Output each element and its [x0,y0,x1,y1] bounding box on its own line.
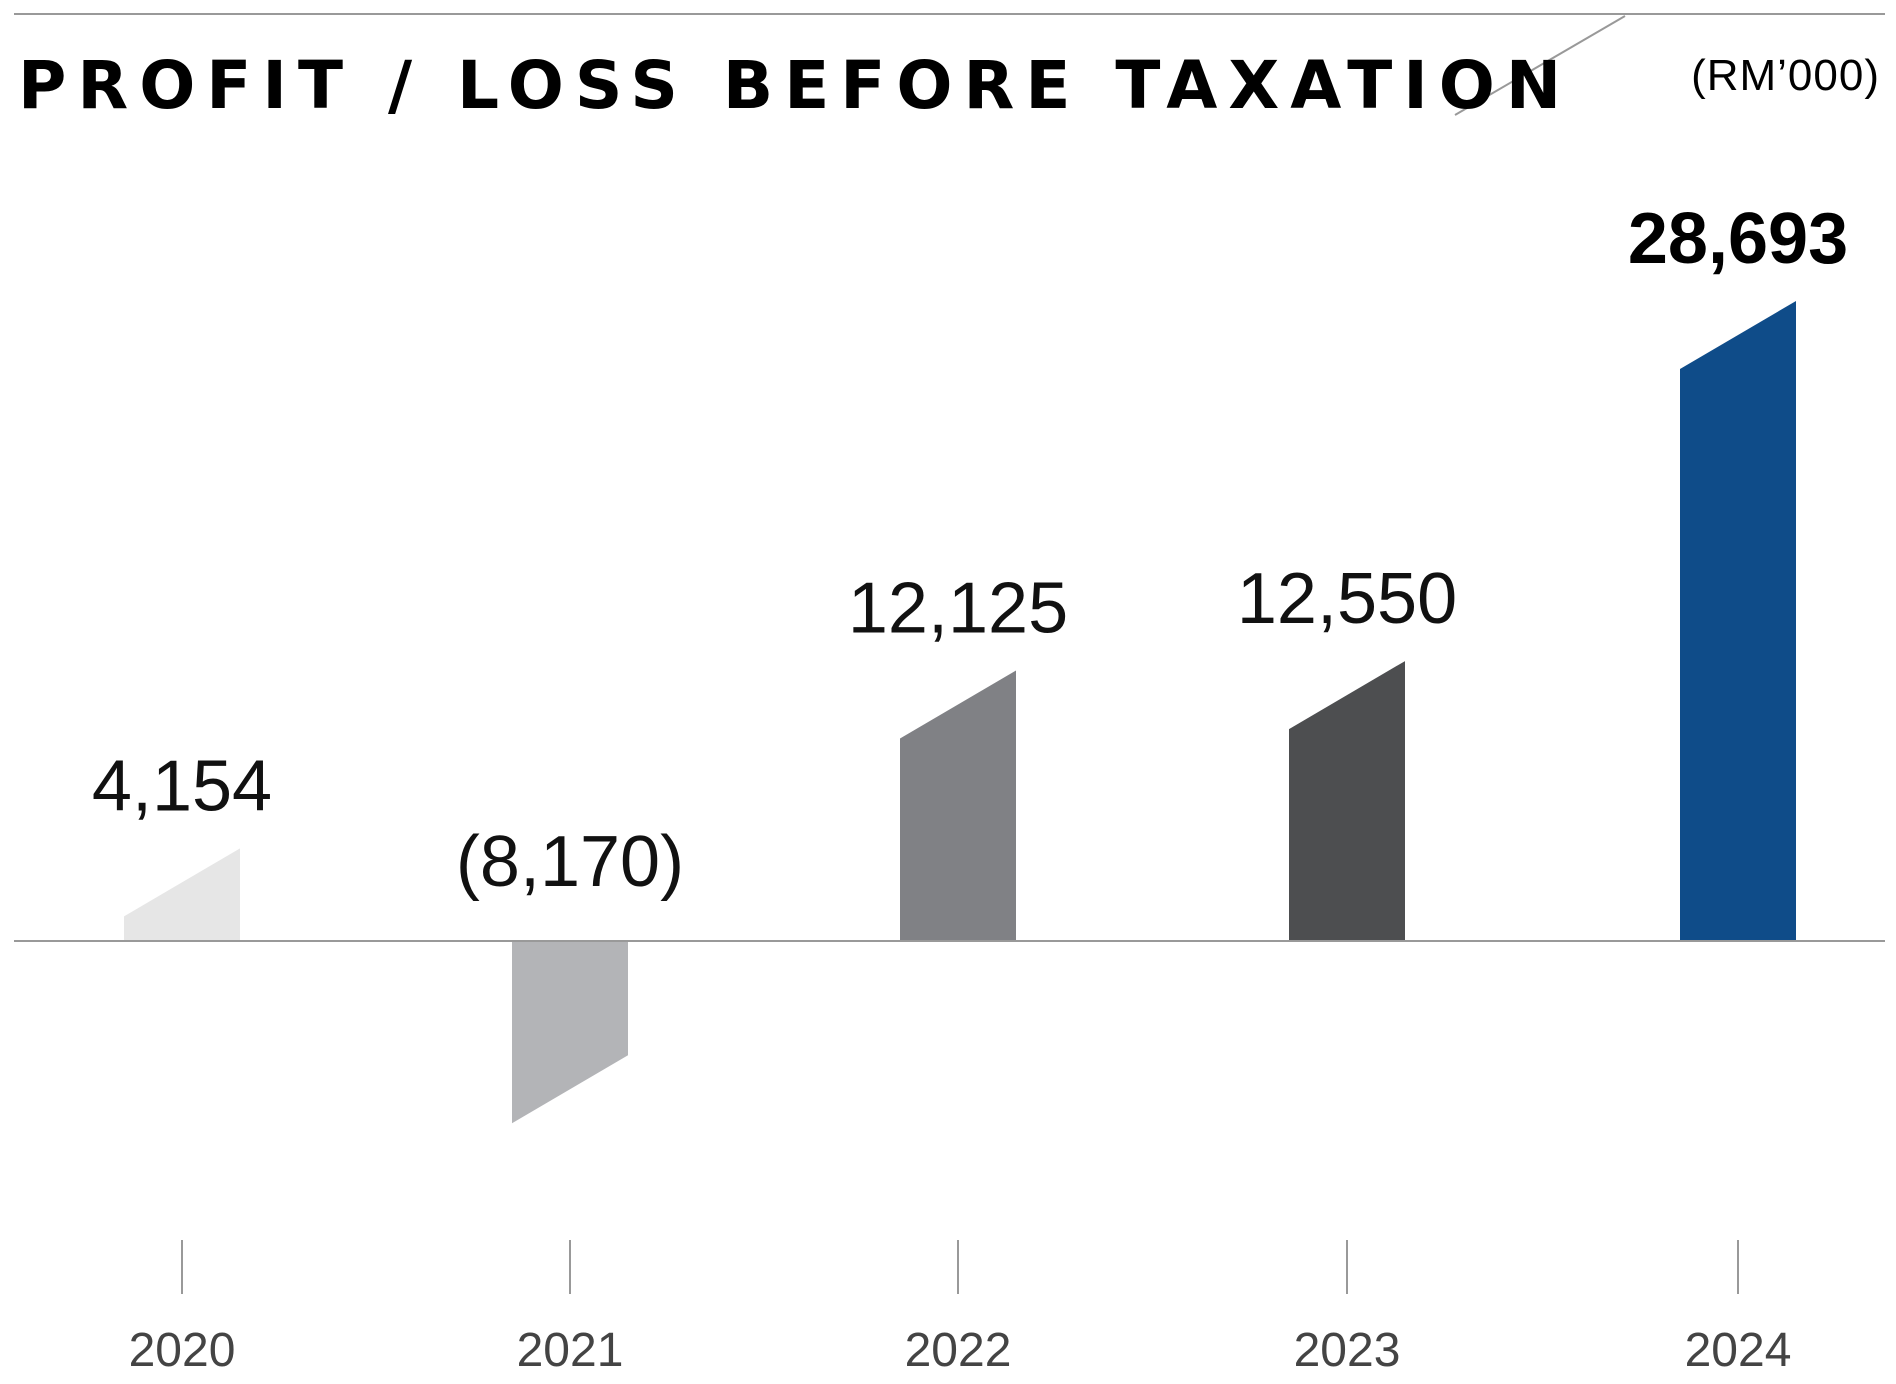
x-tick-label-2020: 2020 [129,1324,236,1377]
labels-layer: 4,154 (8,170) 12,125 12,550 28,693 [92,199,1848,902]
value-label-2020: 4,154 [92,746,272,826]
bar-2023 [1289,661,1405,941]
x-tick-label-2023: 2023 [1294,1324,1401,1377]
bars-layer [124,301,1796,1124]
value-label-2022: 12,125 [848,569,1068,649]
value-label-2021: (8,170) [456,822,684,902]
x-tick-label-2022: 2022 [905,1324,1012,1377]
bar-2024 [1680,301,1796,941]
x-axis-ticks: 2020 2021 2022 2023 2024 [129,1240,1792,1377]
x-tick-label-2021: 2021 [517,1324,624,1377]
value-label-2024: 28,693 [1628,199,1848,279]
title-diagonal-line [1454,15,1626,116]
bar-2020 [124,848,240,941]
bar-2021 [512,941,628,1124]
x-tick-label-2024: 2024 [1685,1324,1792,1377]
unit-label: (RM’000) [1691,51,1880,100]
value-label-2023: 12,550 [1237,559,1457,639]
chart-title: PROFIT / LOSS BEFORE TAXATION [18,47,1572,124]
bar-2022 [900,670,1016,941]
